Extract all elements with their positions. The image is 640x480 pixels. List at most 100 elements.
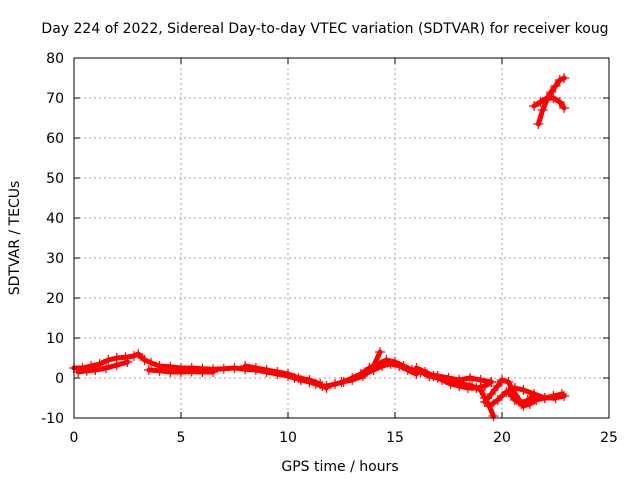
- series-arc-4: [240, 361, 326, 389]
- y-tick-label: 20: [46, 291, 64, 307]
- data-point: [218, 363, 229, 374]
- data-point: [261, 365, 272, 375]
- data-point: [488, 411, 499, 421]
- x-axis-label: GPS time / hours: [281, 459, 398, 475]
- data-point: [559, 73, 570, 83]
- data-point: [554, 75, 565, 85]
- data-point: [537, 105, 548, 115]
- x-tick-label: 10: [279, 430, 297, 446]
- data-point: [321, 381, 332, 391]
- data-point: [422, 369, 433, 379]
- data-point: [283, 369, 293, 379]
- data-point: [81, 365, 92, 376]
- data-point: [315, 379, 326, 389]
- data-point: [503, 387, 514, 397]
- data-point: [529, 391, 540, 401]
- y-tick-label: 0: [55, 371, 64, 387]
- data-point: [546, 87, 557, 97]
- y-tick-label: 80: [46, 51, 64, 67]
- data-point: [492, 395, 503, 405]
- chart-title: Day 224 of 2022, Sidereal Day-to-day VTE…: [41, 21, 608, 37]
- data-point: [497, 375, 507, 385]
- data-point: [462, 383, 473, 393]
- series-arc-3: [143, 365, 219, 377]
- data-point: [101, 363, 112, 373]
- data-point: [133, 349, 144, 359]
- y-tick-label: 30: [46, 251, 64, 267]
- series-arc-14: [529, 93, 570, 113]
- x-tick-label: 0: [70, 430, 79, 446]
- data-point: [360, 369, 371, 379]
- data-point: [240, 361, 251, 371]
- y-tick-label: -10: [41, 411, 64, 427]
- series-arc-11: [484, 383, 570, 411]
- data-point: [432, 371, 443, 381]
- x-tick-label: 25: [600, 430, 618, 446]
- data-point: [111, 360, 122, 371]
- data-point: [516, 399, 527, 409]
- data-point: [492, 381, 503, 391]
- data-point: [143, 365, 154, 375]
- data-point: [336, 377, 347, 387]
- y-tick-label: 60: [46, 131, 64, 147]
- y-tick-label: 50: [46, 171, 64, 187]
- data-point: [522, 395, 533, 405]
- data-point: [347, 375, 358, 385]
- data-point: [128, 351, 139, 361]
- data-point: [330, 379, 341, 389]
- data-point: [443, 373, 454, 383]
- data-point: [154, 365, 165, 376]
- x-tick-label: 20: [493, 430, 511, 446]
- data-point: [559, 103, 570, 113]
- data-point: [385, 359, 396, 369]
- y-tick-label: 10: [46, 331, 64, 347]
- data-point: [293, 373, 304, 383]
- data-point: [139, 355, 150, 365]
- data-point: [272, 367, 283, 377]
- data-point: [471, 383, 482, 393]
- data-point: [548, 93, 559, 103]
- y-axis-label: SDTVAR / TECUs: [7, 181, 23, 296]
- data-point: [304, 375, 315, 385]
- data-point: [176, 367, 186, 377]
- data-point: [377, 361, 388, 371]
- series-arc-2: [73, 357, 133, 377]
- data-point: [509, 383, 520, 393]
- series-arc-12: [503, 387, 540, 409]
- data-point: [484, 401, 495, 411]
- x-tick-label: 15: [386, 430, 404, 446]
- data-point: [550, 81, 561, 91]
- data-point: [73, 367, 84, 377]
- x-tick-label: 5: [177, 430, 186, 446]
- data-point: [368, 365, 379, 375]
- data-point: [186, 366, 197, 377]
- series-arc-13: [533, 73, 570, 129]
- data-point: [146, 357, 157, 368]
- data-point: [411, 363, 422, 373]
- data-point: [539, 393, 550, 403]
- data-point: [518, 385, 529, 395]
- y-tick-label: 70: [46, 91, 64, 107]
- data-series-layer: [69, 73, 570, 421]
- data-point: [394, 361, 405, 371]
- data-point: [454, 375, 465, 385]
- data-point: [90, 365, 101, 375]
- data-point: [197, 367, 208, 377]
- data-point: [533, 119, 544, 129]
- data-point: [375, 347, 386, 357]
- data-point: [464, 373, 475, 383]
- data-point: [550, 393, 561, 403]
- series-arc-9: [422, 369, 497, 387]
- data-point: [529, 101, 540, 111]
- plot-frame: [73, 57, 610, 419]
- data-point: [250, 363, 261, 373]
- data-point: [103, 355, 114, 365]
- data-point: [509, 395, 520, 405]
- data-point: [475, 375, 486, 385]
- data-point: [122, 357, 133, 367]
- y-tick-label: 40: [46, 211, 64, 227]
- data-point: [503, 377, 514, 387]
- data-point: [208, 367, 219, 377]
- data-point: [486, 389, 497, 399]
